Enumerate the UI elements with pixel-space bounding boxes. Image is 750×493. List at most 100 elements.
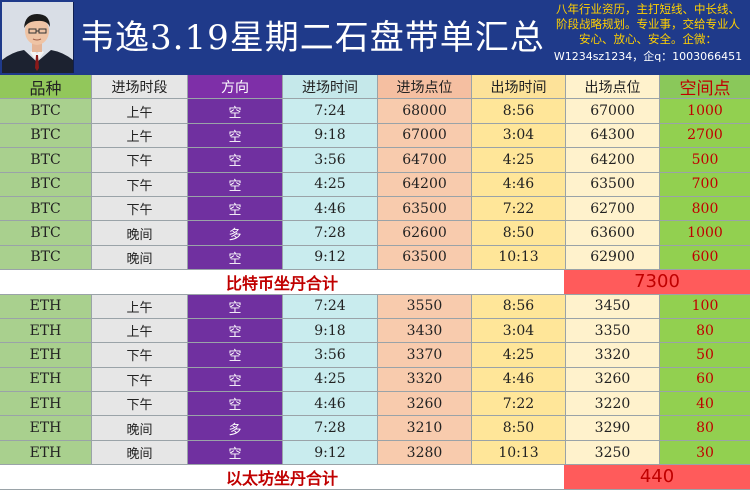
col-header-session: 进场时段 bbox=[92, 75, 188, 100]
cell-direction: 空 bbox=[188, 440, 283, 466]
cell-session: 下午 bbox=[92, 148, 188, 173]
blurb-line: 阶段战略规划。专业事，交给专业人 bbox=[556, 17, 740, 31]
cell-exit-price: 64200 bbox=[566, 148, 660, 173]
cell-entry-time: 9:12 bbox=[283, 440, 378, 466]
cell-session: 上午 bbox=[92, 99, 188, 124]
cell-symbol: ETH bbox=[0, 416, 92, 441]
cell-direction: 空 bbox=[188, 343, 283, 368]
cell-points: 80 bbox=[660, 318, 750, 344]
cell-symbol: ETH bbox=[0, 318, 92, 344]
cell-exit-time: 4:25 bbox=[472, 343, 566, 368]
cell-points: 1000 bbox=[660, 221, 750, 246]
col-header-direction: 方向 bbox=[188, 75, 283, 100]
table-row: ETH 下午空 4:25 3320 4:46 3260 60 bbox=[0, 367, 750, 393]
table-row: ETH 下午空 3:56 3370 4:25 3320 50 bbox=[0, 343, 750, 368]
cell-entry-price: 3260 bbox=[378, 392, 472, 417]
eth-rows: ETH 上午空 7:24 3550 8:56 3450 100 ETH 上午空 9:18 3430 3… bbox=[0, 294, 750, 466]
btc-summary-label: 比特币坐丹合计 bbox=[0, 270, 564, 295]
table-row: BTC 晚间多 7:28 62600 8:50 63600 1000 bbox=[0, 221, 750, 246]
cell-symbol: ETH bbox=[0, 440, 92, 466]
cell-symbol: ETH bbox=[0, 294, 92, 319]
cell-exit-price: 3260 bbox=[566, 367, 660, 393]
cell-exit-price: 67000 bbox=[566, 99, 660, 124]
cell-exit-time: 8:56 bbox=[472, 99, 566, 124]
cell-entry-price: 3320 bbox=[378, 367, 472, 393]
table-row: ETH 上午空 7:24 3550 8:56 3450 100 bbox=[0, 294, 750, 319]
table-row: BTC 下午空 4:46 63500 7:22 62700 800 bbox=[0, 196, 750, 222]
cell-direction: 空 bbox=[188, 294, 283, 319]
table-row: BTC 上午空 9:18 67000 3:04 64300 2700 bbox=[0, 123, 750, 149]
cell-entry-time: 4:25 bbox=[283, 172, 378, 197]
cell-points: 30 bbox=[660, 440, 750, 466]
cell-entry-time: 7:24 bbox=[283, 294, 378, 319]
col-header-exit-time: 出场时间 bbox=[472, 75, 566, 100]
col-header-entry-time: 进场时间 bbox=[283, 75, 378, 100]
service-blurb: 八年行业资历，主打短线、中长线、 阶段战略规划。专业事，交给专业人 安心、放心、… bbox=[548, 2, 748, 74]
cell-entry-price: 64700 bbox=[378, 148, 472, 173]
cell-points: 40 bbox=[660, 392, 750, 417]
cell-direction: 空 bbox=[188, 99, 283, 124]
cell-exit-price: 62700 bbox=[566, 196, 660, 222]
cell-session: 下午 bbox=[92, 392, 188, 417]
cell-exit-price: 3320 bbox=[566, 343, 660, 368]
cell-session: 上午 bbox=[92, 318, 188, 344]
cell-symbol: BTC bbox=[0, 196, 92, 222]
cell-symbol: ETH bbox=[0, 392, 92, 417]
cell-entry-time: 9:18 bbox=[283, 318, 378, 344]
cell-entry-time: 4:46 bbox=[283, 392, 378, 417]
cell-entry-time: 7:24 bbox=[283, 99, 378, 124]
cell-exit-time: 4:46 bbox=[472, 367, 566, 393]
table-row: BTC 下午空 3:56 64700 4:25 64200 500 bbox=[0, 148, 750, 173]
header-banner: 韦逸3.19星期二石盘带单汇总 八年行业资历，主打短线、中长线、 阶段战略规划。… bbox=[0, 0, 750, 75]
table-row: ETH 下午空 4:46 3260 7:22 3220 40 bbox=[0, 392, 750, 417]
cell-symbol: ETH bbox=[0, 343, 92, 368]
cell-exit-time: 8:50 bbox=[472, 221, 566, 246]
cell-exit-price: 64300 bbox=[566, 123, 660, 149]
cell-direction: 多 bbox=[188, 221, 283, 246]
cell-points: 500 bbox=[660, 148, 750, 173]
cell-entry-price: 64200 bbox=[378, 172, 472, 197]
cell-direction: 多 bbox=[188, 416, 283, 441]
cell-exit-price: 3220 bbox=[566, 392, 660, 417]
cell-symbol: BTC bbox=[0, 221, 92, 246]
cell-direction: 空 bbox=[188, 245, 283, 271]
col-header-symbol: 品种 bbox=[0, 75, 92, 100]
btc-summary-total: 7300 bbox=[564, 270, 750, 295]
cell-points: 800 bbox=[660, 196, 750, 222]
cell-session: 晚间 bbox=[92, 245, 188, 271]
table-row: ETH 晚间空 9:12 3280 10:13 3250 30 bbox=[0, 440, 750, 466]
cell-symbol: BTC bbox=[0, 245, 92, 271]
cell-points: 2700 bbox=[660, 123, 750, 149]
cell-direction: 空 bbox=[188, 148, 283, 173]
cell-exit-time: 4:46 bbox=[472, 172, 566, 197]
cell-entry-price: 68000 bbox=[378, 99, 472, 124]
cell-entry-time: 7:28 bbox=[283, 416, 378, 441]
blurb-line: 安心、放心、安全。企微： bbox=[579, 32, 717, 46]
cell-session: 上午 bbox=[92, 123, 188, 149]
cell-exit-price: 63500 bbox=[566, 172, 660, 197]
cell-points: 60 bbox=[660, 367, 750, 393]
cell-entry-price: 3210 bbox=[378, 416, 472, 441]
avatar bbox=[2, 2, 74, 73]
table-header-row: 品种 进场时段 方向 进场时间 进场点位 出场时间 出场点位 空间点 bbox=[0, 75, 750, 100]
cell-session: 晚间 bbox=[92, 221, 188, 246]
table-row: ETH 上午空 9:18 3430 3:04 3350 80 bbox=[0, 318, 750, 344]
cell-session: 晚间 bbox=[92, 440, 188, 466]
btc-rows: BTC 上午空 7:24 68000 8:56 67000 1000 BTC 上午空 9:18 67… bbox=[0, 99, 750, 271]
cell-entry-time: 7:28 bbox=[283, 221, 378, 246]
cell-entry-time: 3:56 bbox=[283, 343, 378, 368]
table-row: BTC 上午空 7:24 68000 8:56 67000 1000 bbox=[0, 99, 750, 124]
cell-entry-price: 3430 bbox=[378, 318, 472, 344]
cell-direction: 空 bbox=[188, 392, 283, 417]
cell-exit-time: 10:13 bbox=[472, 440, 566, 466]
blurb-line: 八年行业资历，主打短线、中长线、 bbox=[556, 2, 740, 16]
cell-symbol: BTC bbox=[0, 148, 92, 173]
cell-entry-time: 4:46 bbox=[283, 196, 378, 222]
cell-session: 下午 bbox=[92, 196, 188, 222]
cell-points: 80 bbox=[660, 416, 750, 441]
cell-entry-time: 3:56 bbox=[283, 148, 378, 173]
cell-exit-time: 3:04 bbox=[472, 318, 566, 344]
cell-symbol: BTC bbox=[0, 99, 92, 124]
cell-exit-price: 3290 bbox=[566, 416, 660, 441]
